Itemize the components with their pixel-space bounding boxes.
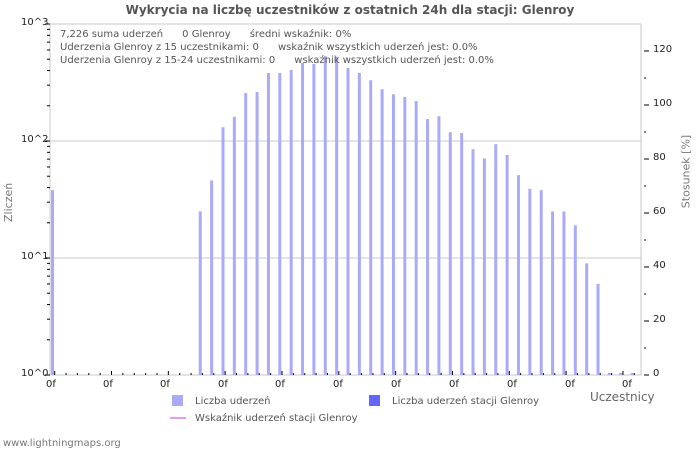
bar-total: [369, 80, 373, 376]
right-tick-0: 0: [653, 368, 660, 379]
left-tick-100: 10^2: [21, 134, 49, 145]
info-line-1: 7,226 suma uderzeń 0 Glenroy średni wska…: [60, 29, 352, 40]
x-tick-label: 0f: [333, 379, 343, 390]
bar-total: [278, 73, 282, 376]
bar-total: [505, 154, 509, 375]
legend-total-label: Liczba uderzeń: [195, 396, 271, 407]
bar-total: [528, 188, 532, 375]
bar-total: [255, 92, 259, 375]
info-line-2: Uderzenia Glenroy z 15 uczestnikami: 0 w…: [60, 42, 478, 53]
bar-total: [573, 225, 577, 375]
left-tick-10: 10^1: [21, 251, 49, 262]
x-tick-label: 0f: [103, 379, 113, 390]
bar-total: [562, 211, 566, 375]
right-tick-80: 80: [653, 152, 666, 163]
bar-total: [266, 73, 270, 376]
x-tick-label: 0f: [565, 379, 575, 390]
bar-total: [232, 116, 236, 376]
bar-total: [539, 190, 543, 375]
bar-total: [198, 211, 202, 375]
bar-total: [335, 56, 339, 376]
legend-station-swatch: [369, 395, 380, 406]
x-tick-label: 0f: [275, 379, 285, 390]
bar-total: [312, 64, 316, 375]
left-tick-1000: 10^3: [21, 17, 49, 28]
info-line-3: Uderzenia Glenroy z 15-24 uczestnikami: …: [60, 55, 494, 66]
footer-credit: www.lightningmaps.org: [3, 438, 121, 449]
bar-total: [346, 68, 350, 375]
bar-total: [391, 94, 395, 376]
x-tick-label: 0f: [160, 379, 170, 390]
legend-station-label: Liczba uderzeń stacji Glenroy: [392, 396, 540, 407]
left-axis-label: Zliczeń: [2, 182, 15, 222]
bar-total: [357, 73, 361, 376]
right-tick-20: 20: [653, 314, 666, 325]
legend-total-swatch: [172, 395, 183, 406]
bar-total: [403, 96, 407, 376]
bar-total: [301, 62, 305, 375]
bar-total: [551, 211, 555, 375]
x-axis-label: Uczestnicy: [590, 390, 655, 404]
plot-frame: [49, 23, 642, 376]
bar-total: [460, 133, 464, 375]
x-tick-label: 0f: [46, 379, 56, 390]
right-tick-60: 60: [653, 206, 666, 217]
x-tick-label: 0f: [449, 379, 459, 390]
bar-total: [323, 56, 327, 376]
bar-total: [414, 101, 418, 376]
bar-total: [494, 144, 498, 375]
bar-total: [482, 158, 486, 375]
right-tick-100: 100: [653, 98, 673, 109]
legend-ratio-line: [170, 417, 186, 419]
left-tick-1: 10^0: [21, 368, 49, 379]
bar-total: [289, 69, 293, 375]
bar-total: [448, 132, 452, 375]
legend-ratio-label: Wskaźnik uderzeń stacji Glenroy: [195, 413, 358, 424]
x-tick-label: 0f: [507, 379, 517, 390]
bar-total: [585, 263, 589, 375]
bar-total: [380, 89, 384, 376]
bar-total: [221, 127, 225, 375]
bar-total: [51, 190, 54, 375]
x-tick-label: 0f: [622, 379, 632, 390]
bar-total: [630, 373, 634, 375]
bar-total: [607, 373, 611, 375]
x-tick-label: 0f: [218, 379, 228, 390]
right-tick-120: 120: [653, 44, 673, 55]
right-axis-label: Stosunek [%]: [679, 134, 693, 209]
bar-total: [426, 119, 430, 375]
x-tick-label: 0f: [391, 379, 401, 390]
bar-total: [471, 149, 475, 375]
bar-total: [210, 180, 214, 375]
bar-total: [596, 283, 600, 375]
bar-total: [516, 175, 520, 375]
bar-total: [437, 116, 441, 376]
chart-title: Wykrycia na liczbę uczestników z ostatni…: [125, 3, 575, 17]
bar-total: [619, 373, 623, 375]
bar-total: [244, 93, 248, 375]
right-tick-40: 40: [653, 260, 666, 271]
